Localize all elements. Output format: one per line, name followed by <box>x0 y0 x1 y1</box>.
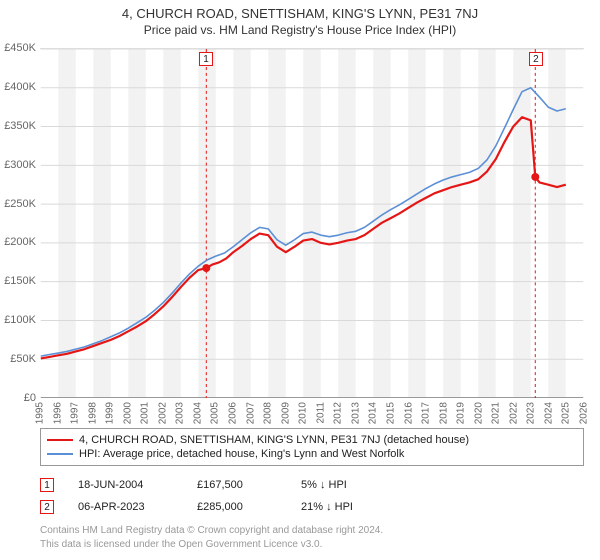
sales-table: 1 18-JUN-2004 £167,500 5% ↓ HPI 2 06-APR… <box>40 474 584 518</box>
attribution-line1: Contains HM Land Registry data © Crown c… <box>40 524 584 538</box>
y-axis-label: £250K <box>0 198 36 210</box>
y-axis-label: £300K <box>0 159 36 171</box>
y-axis-label: £200K <box>0 236 36 248</box>
sale-row-1: 1 18-JUN-2004 £167,500 5% ↓ HPI <box>40 474 584 496</box>
legend-label-hpi: HPI: Average price, detached house, King… <box>79 448 404 460</box>
sale-diff-1: 5% ↓ HPI <box>301 479 347 491</box>
title-block: 4, CHURCH ROAD, SNETTISHAM, KING'S LYNN,… <box>0 0 600 39</box>
legend-swatch-hpi <box>47 453 73 455</box>
sale-date-1: 18-JUN-2004 <box>78 479 173 491</box>
attribution-line2: This data is licensed under the Open Gov… <box>40 538 584 552</box>
chart-marker: 2 <box>529 52 543 66</box>
title-subtitle: Price paid vs. HM Land Registry's House … <box>0 23 600 37</box>
chart-svg <box>40 48 584 398</box>
y-axis-label: £50K <box>0 353 36 365</box>
legend-box: 4, CHURCH ROAD, SNETTISHAM, KING'S LYNN,… <box>40 428 584 466</box>
sale-row-2: 2 06-APR-2023 £285,000 21% ↓ HPI <box>40 496 584 518</box>
sale-marker-2: 2 <box>40 500 54 514</box>
legend-row-price: 4, CHURCH ROAD, SNETTISHAM, KING'S LYNN,… <box>47 433 577 447</box>
y-axis-label: £0 <box>0 392 36 404</box>
y-axis-label: £150K <box>0 275 36 287</box>
y-axis-label: £100K <box>0 314 36 326</box>
title-address: 4, CHURCH ROAD, SNETTISHAM, KING'S LYNN,… <box>0 6 600 21</box>
sale-date-2: 06-APR-2023 <box>78 501 173 513</box>
legend-label-price: 4, CHURCH ROAD, SNETTISHAM, KING'S LYNN,… <box>79 434 469 446</box>
footer-area: 4, CHURCH ROAD, SNETTISHAM, KING'S LYNN,… <box>40 428 584 551</box>
y-axis-label: £350K <box>0 120 36 132</box>
chart-container: 4, CHURCH ROAD, SNETTISHAM, KING'S LYNN,… <box>0 0 600 560</box>
sale-price-2: £285,000 <box>197 501 277 513</box>
sale-price-1: £167,500 <box>197 479 277 491</box>
y-axis-label: £450K <box>0 42 36 54</box>
legend-row-hpi: HPI: Average price, detached house, King… <box>47 447 577 461</box>
chart-marker: 1 <box>199 52 213 66</box>
y-axis-label: £400K <box>0 81 36 93</box>
legend-swatch-price <box>47 439 73 441</box>
attribution: Contains HM Land Registry data © Crown c… <box>40 524 584 551</box>
chart-area: £0£50K£100K£150K£200K£250K£300K£350K£400… <box>40 48 584 398</box>
sale-diff-2: 21% ↓ HPI <box>301 501 353 513</box>
sale-marker-1: 1 <box>40 478 54 492</box>
